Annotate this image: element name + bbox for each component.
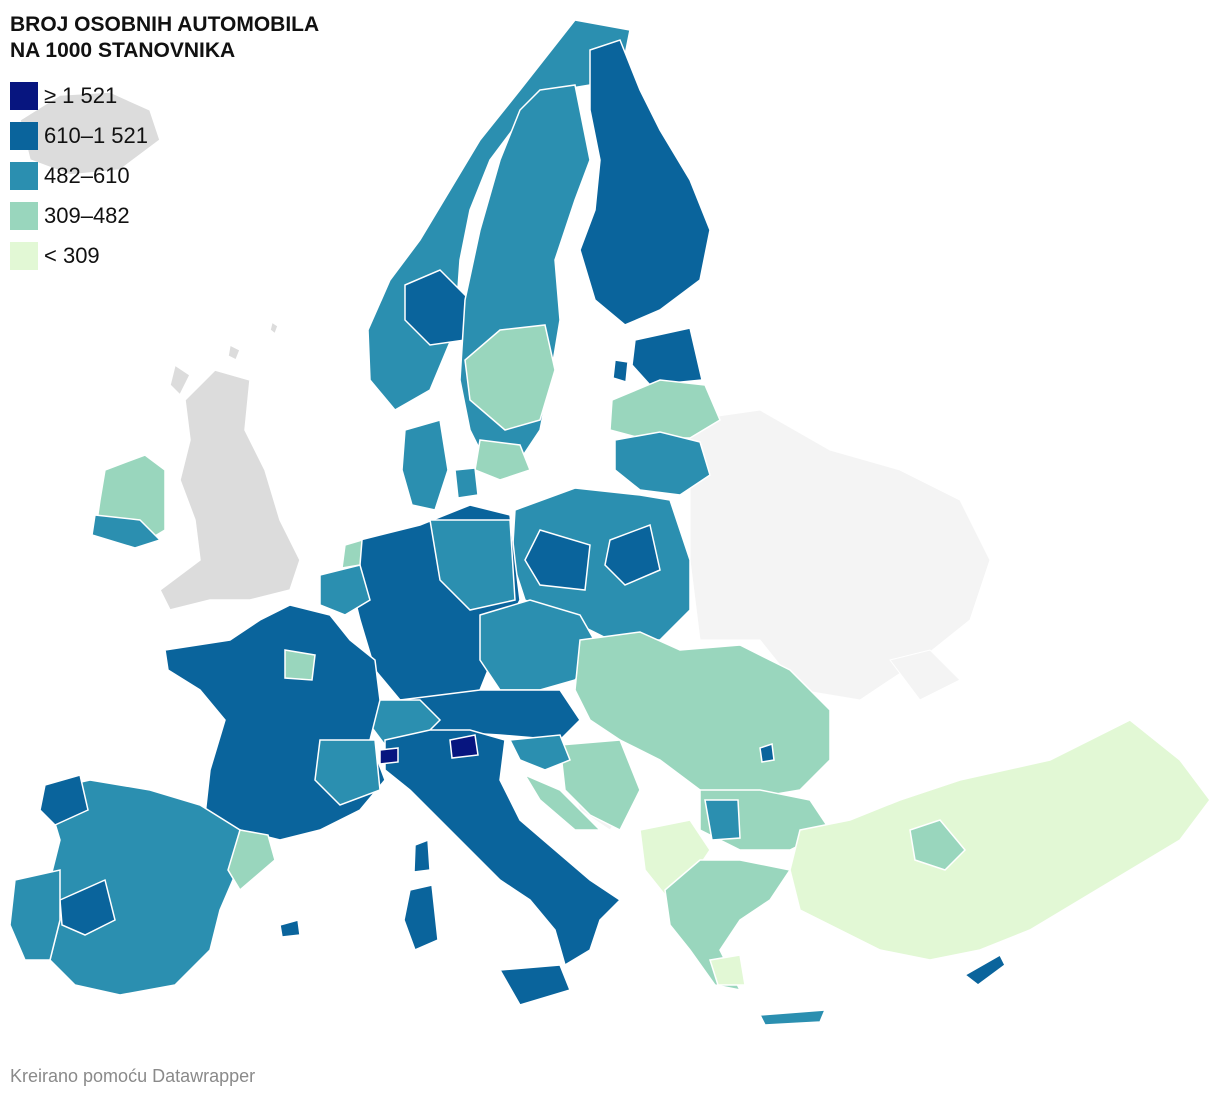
legend-swatch [10,202,38,230]
legend-label: ≥ 1 521 [44,83,118,108]
legend-swatch [10,82,38,110]
credit-link[interactable]: Kreirano pomoću Datawrapper [10,1066,256,1086]
cyprus [963,953,1006,986]
legend-swatch [10,242,38,270]
uk-no-data [159,320,301,611]
iceland-no-data [19,91,161,176]
legend-swatch [10,122,38,150]
portugal [9,869,61,961]
finland [579,39,711,326]
spain [39,774,301,996]
legend-item: ≥ 1 521 [10,76,148,116]
legend-item: 610–1 521 [10,116,148,156]
map-title: BROJ OSOBNIH AUTOMOBILA NA 1000 STANOVNI… [10,12,319,64]
sweden [459,84,591,481]
central-europe [319,504,601,741]
latvia [609,379,721,439]
legend-label: < 309 [44,243,100,268]
legend-label: 610–1 521 [44,123,148,148]
map-title-line2: NA 1000 STANOVNIKA [10,39,236,62]
lithuania [614,431,711,496]
turkey [789,719,1211,961]
denmark [401,419,479,511]
france [164,604,386,841]
legend-swatch [10,162,38,190]
italy [379,729,622,1006]
legend-label: 482–610 [44,163,130,188]
legend-label: 309–482 [44,203,130,228]
greece [664,859,827,1026]
hungary-romania [559,631,831,832]
poland [511,487,691,641]
map-legend: ≥ 1 521 610–1 521 482–610 309–482 < 309 [10,76,148,276]
estonia [612,327,703,386]
legend-item: < 309 [10,236,148,276]
croatia-slovenia [508,734,602,831]
legend-item: 309–482 [10,196,148,236]
legend-item: 482–610 [10,156,148,196]
map-title-line1: BROJ OSOBNIH AUTOMOBILA [10,13,320,36]
ireland [91,454,166,549]
